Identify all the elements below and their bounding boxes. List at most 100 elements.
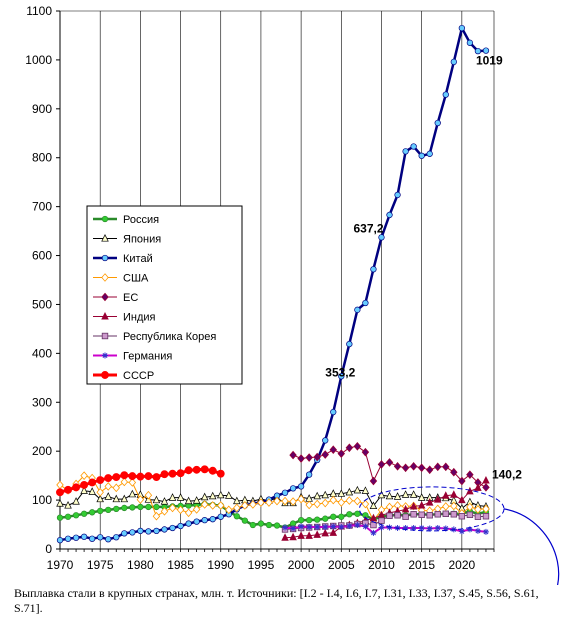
data-point bbox=[337, 449, 346, 458]
data-point bbox=[314, 516, 321, 523]
data-point bbox=[466, 39, 474, 46]
data-point bbox=[474, 527, 481, 534]
data-point bbox=[409, 501, 418, 510]
data-point bbox=[101, 332, 109, 340]
data-point bbox=[458, 528, 465, 535]
data-point bbox=[160, 507, 169, 516]
data-point bbox=[402, 513, 409, 520]
data-point bbox=[385, 458, 394, 467]
data-point bbox=[161, 526, 168, 533]
data-point bbox=[137, 503, 144, 511]
data-point bbox=[112, 473, 121, 482]
y-tick-label: 700 bbox=[32, 200, 52, 214]
data-point bbox=[96, 476, 105, 484]
x-tick-label: 2000 bbox=[288, 558, 315, 572]
data-point bbox=[72, 534, 80, 541]
data-point bbox=[185, 520, 192, 527]
data-point bbox=[257, 520, 265, 527]
steel-production-chart: 0 100 200 300 400 500 600 700 800 900 1000 1100 1970… bbox=[25, 4, 560, 585]
x-tick-label: 1975 bbox=[87, 558, 114, 572]
data-point bbox=[425, 465, 434, 475]
data-point bbox=[101, 292, 109, 302]
data-point bbox=[289, 497, 297, 506]
y-tick-label: 900 bbox=[32, 102, 52, 116]
data-point bbox=[193, 518, 200, 525]
data-point bbox=[129, 529, 136, 536]
y-tick-label: 400 bbox=[32, 346, 52, 360]
data-point bbox=[152, 511, 161, 521]
y-tick-label: 0 bbox=[45, 542, 52, 556]
data-point bbox=[72, 483, 81, 492]
data-point bbox=[409, 462, 418, 471]
data-point bbox=[298, 523, 305, 530]
data-point bbox=[442, 525, 449, 532]
data-point bbox=[80, 471, 88, 480]
data-point bbox=[192, 496, 201, 504]
data-point bbox=[305, 531, 313, 539]
data-point bbox=[386, 211, 393, 219]
y-tick-label: 300 bbox=[32, 395, 52, 409]
tick-labels: 0 100 200 300 400 500 600 700 800 900 1000 1100 1970… bbox=[25, 4, 475, 572]
data-point bbox=[482, 483, 490, 492]
legend-label: Китай bbox=[123, 253, 153, 265]
x-tick-label: 1970 bbox=[47, 558, 74, 572]
data-point bbox=[418, 152, 425, 159]
data-point bbox=[152, 473, 161, 482]
data-point bbox=[208, 491, 217, 500]
data-point bbox=[289, 532, 297, 541]
data-point bbox=[289, 485, 297, 492]
legend-entry-7: Германия bbox=[93, 351, 172, 363]
data-point bbox=[144, 490, 153, 500]
data-point bbox=[393, 492, 402, 500]
data-point bbox=[433, 495, 442, 503]
data-point bbox=[409, 490, 418, 498]
x-tick-label: 1995 bbox=[248, 558, 275, 572]
data-point bbox=[128, 489, 137, 498]
data-point bbox=[442, 510, 449, 517]
data-point bbox=[386, 524, 393, 531]
data-point bbox=[184, 466, 193, 475]
data-point bbox=[97, 507, 104, 515]
data-point bbox=[200, 465, 209, 474]
legend-entry-0: Россия bbox=[93, 214, 159, 226]
x-tick-label: 2020 bbox=[449, 558, 476, 572]
data-point bbox=[104, 482, 112, 491]
data-point bbox=[209, 516, 216, 523]
data-point bbox=[450, 490, 458, 498]
data-point bbox=[297, 516, 305, 524]
y-tick-label: 1100 bbox=[26, 4, 52, 18]
data-point bbox=[410, 511, 417, 518]
data-point bbox=[482, 504, 490, 514]
data-point bbox=[128, 472, 137, 481]
data-point bbox=[305, 471, 313, 478]
data-point bbox=[345, 443, 354, 453]
data-point bbox=[377, 490, 386, 499]
data-point bbox=[217, 513, 224, 520]
y-tick-label: 500 bbox=[32, 297, 52, 311]
data-point bbox=[101, 312, 109, 320]
x-tick-label: 2005 bbox=[328, 558, 355, 572]
data-point bbox=[64, 500, 72, 509]
data-point bbox=[208, 501, 217, 510]
data-point bbox=[329, 445, 337, 455]
data-point bbox=[401, 490, 410, 498]
value-annotation: 1019 bbox=[476, 54, 503, 68]
data-point bbox=[273, 496, 281, 506]
data-point bbox=[322, 523, 329, 530]
data-point bbox=[410, 143, 417, 150]
legend-label: Республика Корея bbox=[123, 331, 216, 343]
value-annotation: 637,2 bbox=[353, 221, 383, 235]
data-point bbox=[101, 273, 109, 282]
data-point bbox=[281, 496, 289, 506]
data-point bbox=[289, 450, 297, 460]
data-point bbox=[168, 469, 177, 478]
data-point bbox=[97, 534, 104, 541]
zoom-callout bbox=[358, 486, 560, 585]
legend-label: США bbox=[123, 273, 149, 285]
data-point bbox=[322, 437, 329, 444]
chart-caption: Выплавка стали в крупных странах, млн. т… bbox=[14, 586, 539, 615]
data-point bbox=[96, 487, 104, 497]
data-point bbox=[402, 148, 409, 155]
data-point bbox=[321, 490, 329, 499]
data-point bbox=[313, 499, 321, 509]
